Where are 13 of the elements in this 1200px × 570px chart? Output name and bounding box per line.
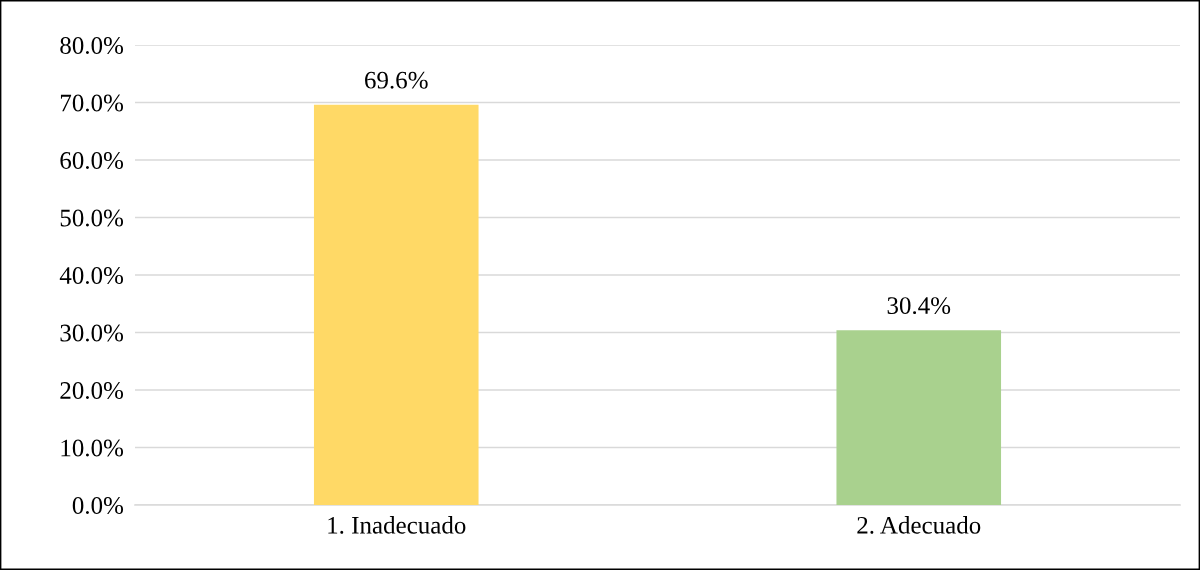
y-tick-label: 10.0% — [61, 439, 124, 457]
y-tick-label: 80.0% — [60, 37, 124, 55]
y-tick-label: 40.0% — [59, 267, 124, 285]
y-tick-label: 60.0% — [60, 152, 124, 170]
y-tick-label: 0.0% — [72, 497, 124, 515]
data-label: 69.6% — [365, 71, 428, 89]
x-tick-label: 2. Adecuado — [857, 516, 981, 534]
y-tick-label: 70.0% — [60, 94, 124, 112]
x-tick-label: 1. Inadecuado — [328, 516, 466, 534]
y-tick-label: 20.0% — [60, 382, 124, 400]
y-tick-label: 30.0% — [60, 324, 124, 342]
y-tick-label: 50.0% — [60, 209, 124, 227]
data-label: 30.4% — [887, 297, 951, 315]
